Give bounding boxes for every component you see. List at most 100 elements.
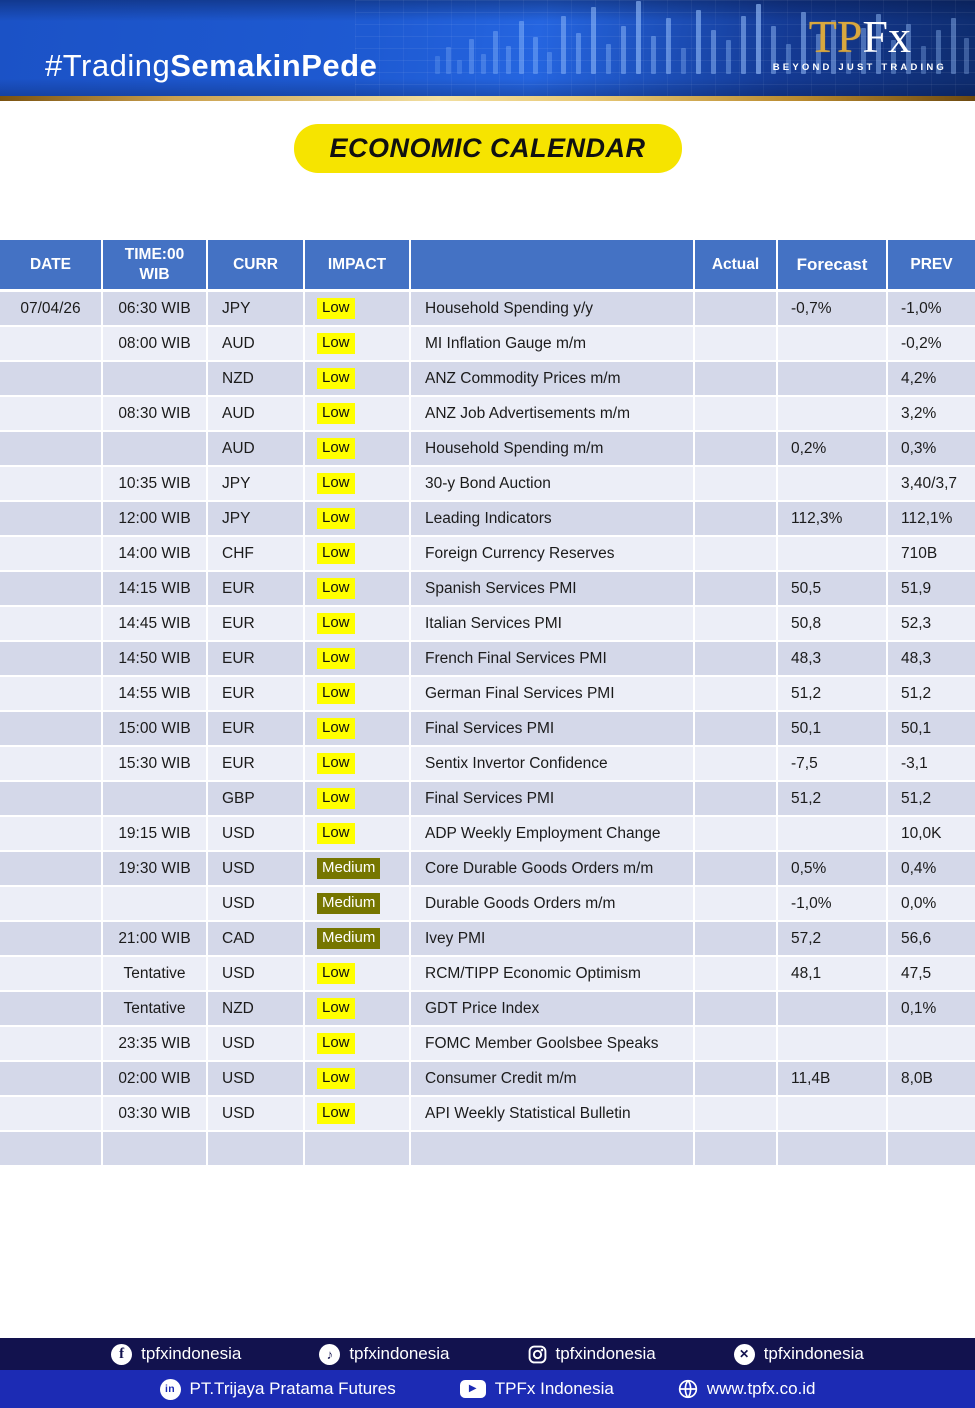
tiktok-icon: ♪ [319,1343,341,1365]
cell-currency: EUR [208,677,305,712]
logo-tagline: BEYOND JUST TRADING [772,62,947,73]
table-row: 14:15 WIB EUR Low Spanish Services PMI 50,5 5… [0,572,975,607]
social-tiktok[interactable]: ♪ tpfxindonesia [319,1343,450,1365]
cell-prev: 3,2% [888,397,975,432]
cell-prev: 56,6 [888,922,975,957]
table-header-row: DATE TIME:00 WIB CURR IMPACT Actual Fore… [0,240,975,292]
cell-time: 23:35 WIB [103,1027,208,1062]
cell-event: Household Spending m/m [411,432,695,467]
impact-badge: Medium [317,858,381,879]
cell-date [0,1062,103,1097]
social-instagram[interactable]: tpfxindonesia [528,1344,656,1364]
cell-forecast [778,1097,888,1132]
cell-prev: 10,0K [888,817,975,852]
impact-badge: Low [317,543,355,564]
cell-date [0,362,103,397]
cell-impact: Medium [305,922,411,957]
cell-forecast: 48,3 [778,642,888,677]
economic-calendar-table: DATE TIME:00 WIB CURR IMPACT Actual Fore… [0,240,975,1167]
cell-actual [695,1097,778,1132]
cell-time [103,887,208,922]
table-row: GBP Low Final Services PMI 51,2 51,2 [0,782,975,817]
cell-date [0,887,103,922]
table-row: 21:00 WIB CAD Medium Ivey PMI 57,2 56,6 [0,922,975,957]
cell-actual [695,957,778,992]
footer-social-bar: f tpfxindonesia ♪ tpfxindonesia tpfxindo… [0,1338,975,1370]
cell-time [103,1132,208,1167]
cell-forecast [778,992,888,1027]
link-linkedin[interactable]: in PT.Trijaya Pratama Futures [159,1378,396,1400]
cell-actual [695,1062,778,1097]
cell-event: Core Durable Goods Orders m/m [411,852,695,887]
cell-forecast [778,1027,888,1062]
social-x[interactable]: ✕ tpfxindonesia [733,1343,864,1365]
cell-actual [695,642,778,677]
cell-actual [695,537,778,572]
table-row: 14:50 WIB EUR Low French Final Services PMI… [0,642,975,677]
banner-chart-graphic [0,0,975,96]
cell-prev: -0,2% [888,327,975,362]
social-facebook[interactable]: f tpfxindonesia [111,1343,241,1365]
cell-time: 12:00 WIB [103,502,208,537]
cell-date [0,537,103,572]
cell-currency: NZD [208,362,305,397]
cell-date [0,747,103,782]
calendar-table-body: 07/04/26 06:30 WIB JPY Low Household Spendin… [0,292,975,1167]
cell-event: ADP Weekly Employment Change [411,817,695,852]
cell-prev: 4,2% [888,362,975,397]
cell-time: 02:00 WIB [103,1062,208,1097]
table-row: 12:00 WIB JPY Low Leading Indicators 112,3% 1… [0,502,975,537]
cell-forecast: -7,5 [778,747,888,782]
social-tiktok-label: tpfxindonesia [349,1344,450,1363]
cell-actual [695,1132,778,1167]
cell-event: GDT Price Index [411,992,695,1027]
cell-forecast: 48,1 [778,957,888,992]
cell-forecast [778,327,888,362]
cell-date [0,677,103,712]
page-title: ECONOMIC CALENDAR [293,124,682,173]
cell-prev: -3,1 [888,747,975,782]
cell-impact: Medium [305,887,411,922]
cell-impact: Low [305,502,411,537]
impact-badge: Low [317,788,355,809]
table-row: 10:35 WIB JPY Low 30-y Bond Auction 3,40/3,7 [0,467,975,502]
cell-prev: 51,2 [888,677,975,712]
cell-currency: AUD [208,432,305,467]
link-linkedin-label: PT.Trijaya Pratama Futures [189,1379,396,1398]
cell-prev: 50,1 [888,712,975,747]
impact-badge: Low [317,718,355,739]
cell-actual [695,607,778,642]
cell-time: 03:30 WIB [103,1097,208,1132]
cell-actual [695,852,778,887]
cell-currency: USD [208,1062,305,1097]
cell-actual [695,747,778,782]
cell-event: Italian Services PMI [411,607,695,642]
link-website[interactable]: www.tpfx.co.id [678,1379,816,1399]
logo-tp-text: TP [808,11,863,62]
cell-event: RCM/TIPP Economic Optimism [411,957,695,992]
cell-currency: JPY [208,502,305,537]
cell-date [0,712,103,747]
cell-time: 19:30 WIB [103,852,208,887]
cell-currency: EUR [208,712,305,747]
table-row: 14:45 WIB EUR Low Italian Services PMI 50,8 5… [0,607,975,642]
link-youtube[interactable]: ▶ TPFx Indonesia [459,1379,614,1399]
cell-time: 19:15 WIB [103,817,208,852]
impact-badge: Low [317,998,355,1019]
cell-event: MI Inflation Gauge m/m [411,327,695,362]
cell-time: 10:35 WIB [103,467,208,502]
cell-date [0,572,103,607]
cell-currency: JPY [208,292,305,327]
cell-impact: Low [305,677,411,712]
footer-links-bar: in PT.Trijaya Pratama Futures ▶ TPFx Ind… [0,1370,975,1408]
table-row: 23:35 WIB USD Low FOMC Member Goolsbee Spea… [0,1027,975,1062]
cell-prev: 112,1% [888,502,975,537]
cell-time: 15:00 WIB [103,712,208,747]
cell-date [0,327,103,362]
cell-actual [695,432,778,467]
header-event [411,240,695,292]
table-row: 19:15 WIB USD Low ADP Weekly Employment Cha… [0,817,975,852]
cell-time: 08:30 WIB [103,397,208,432]
cell-currency [208,1132,305,1167]
